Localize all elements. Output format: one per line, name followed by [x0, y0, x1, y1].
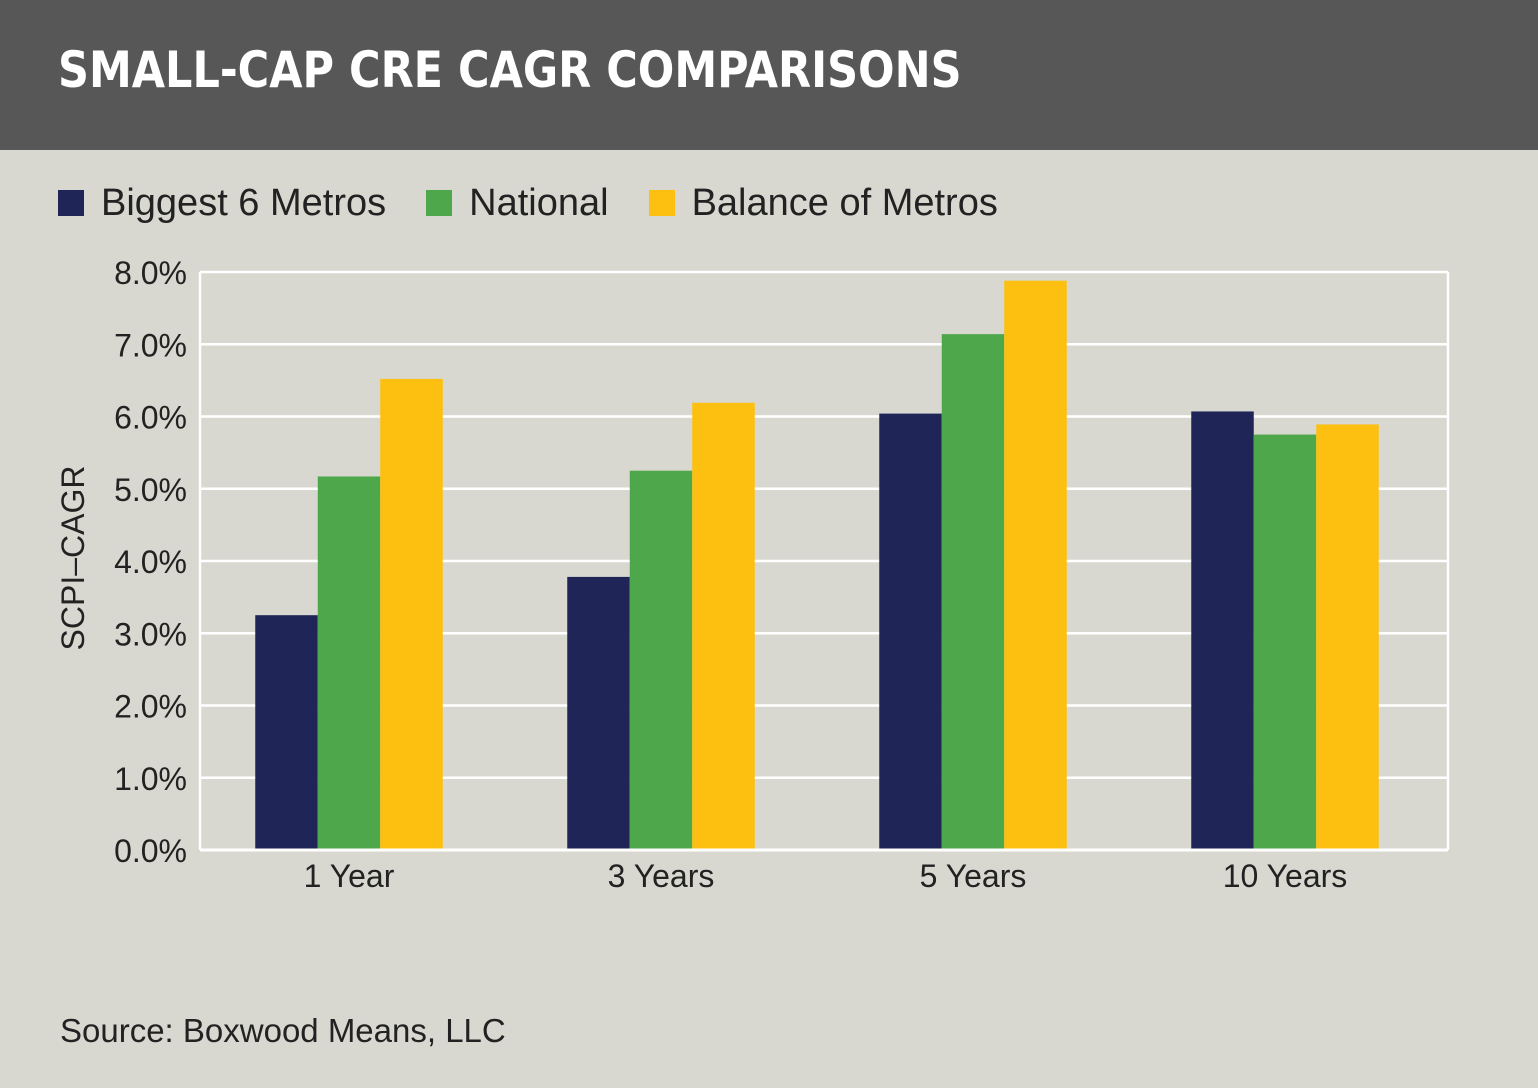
y-tick-label-6: 6.0%: [114, 400, 187, 436]
legend-item-balance-of-metros: Balance of Metros: [648, 178, 998, 228]
bar-national-0: [317, 476, 381, 850]
legend-label-balance-of-metros: Balance of Metros: [691, 182, 998, 224]
x-tick-label-0: 1 Year: [304, 858, 395, 894]
bar-biggest-6-metros-3: [1191, 411, 1254, 850]
y-tick-label-3: 3.0%: [114, 616, 187, 652]
legend-item-national: National: [426, 178, 609, 228]
legend-swatch-biggest-6-metros: [58, 190, 84, 216]
bar-balance-of-metros-0: [380, 378, 443, 850]
legend-label-biggest-6-metros: Biggest 6 Metros: [101, 182, 387, 224]
legend: Biggest 6 Metros National Balance of Met…: [58, 178, 1038, 228]
y-tick-label-7: 7.0%: [114, 327, 187, 363]
source-note: Source: Boxwood Means, LLC: [60, 1012, 506, 1049]
legend-label-national: National: [469, 182, 609, 224]
y-tick-label-1: 1.0%: [114, 761, 187, 797]
title-banner: SMALL-CAP CRE CAGR COMPARISONS: [0, 0, 1538, 150]
bar-biggest-6-metros-1: [567, 576, 630, 850]
bar-balance-of-metros-1: [692, 402, 755, 850]
y-tick-label-0: 0.0%: [114, 833, 187, 869]
bar-national-2: [941, 334, 1005, 850]
chart-title: SMALL-CAP CRE CAGR COMPARISONS: [58, 41, 962, 99]
y-tick-label-5: 5.0%: [114, 472, 187, 508]
y-tick-label-8: 8.0%: [114, 255, 187, 291]
bar-biggest-6-metros-0: [255, 615, 318, 850]
x-tick-label-2: 5 Years: [920, 858, 1027, 894]
y-tick-label-4: 4.0%: [114, 544, 187, 580]
y-axis-label: SCPI–CAGR: [55, 466, 91, 651]
bar-biggest-6-metros-2: [879, 413, 942, 850]
legend-swatch-balance-of-metros: [648, 190, 675, 216]
bar-balance-of-metros-2: [1004, 280, 1067, 850]
legend-item-biggest-6-metros: Biggest 6 Metros: [58, 178, 386, 228]
x-tick-label-1: 3 Years: [608, 858, 715, 894]
bar-balance-of-metros-3: [1316, 424, 1379, 850]
legend-swatch-national: [426, 190, 453, 216]
bar-national-1: [629, 470, 693, 850]
bar-national-3: [1253, 434, 1317, 850]
x-tick-label-3: 10 Years: [1223, 858, 1348, 894]
y-tick-label-2: 2.0%: [114, 689, 187, 725]
